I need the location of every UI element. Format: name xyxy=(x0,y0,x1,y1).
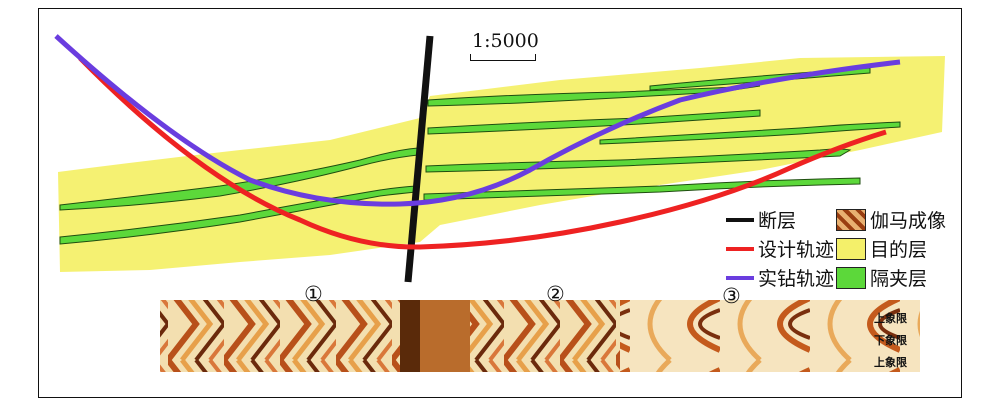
legend-fault: 断层 xyxy=(726,206,796,233)
design-trajectory xyxy=(78,56,887,250)
interlayer-right-3 xyxy=(427,109,761,135)
strip-label-upper-1: 上象限 xyxy=(874,312,907,325)
interlayer-right-4 xyxy=(599,121,901,145)
legend-actual: 实钻轨迹 xyxy=(726,264,834,291)
legend-actual-line-icon xyxy=(726,275,754,280)
legend-design-label: 设计轨迹 xyxy=(758,239,835,261)
scale-bar xyxy=(470,54,536,61)
legend-gamma: 伽马成像 xyxy=(836,206,946,233)
legend-fault-label: 断层 xyxy=(758,210,797,232)
fault-line xyxy=(404,35,434,283)
legend-design-line-icon xyxy=(726,246,754,251)
marker-3: ③ xyxy=(722,284,741,308)
legend-interlayer-label: 隔夹层 xyxy=(870,268,928,290)
gamma-imaging-strip xyxy=(160,300,920,372)
strip-label-upper-2: 上象限 xyxy=(874,356,907,369)
legend-target-swatch-icon xyxy=(836,237,866,260)
legend-fault-line-icon xyxy=(726,217,754,222)
marker-1: ① xyxy=(304,282,323,306)
figure-frame xyxy=(38,8,962,398)
legend-actual-label: 实钻轨迹 xyxy=(758,268,835,290)
legend-interlayer: 隔夹层 xyxy=(836,264,927,291)
legend-target-label: 目的层 xyxy=(870,239,928,261)
legend-design: 设计轨迹 xyxy=(726,235,834,262)
legend-interlayer-swatch-icon xyxy=(836,266,866,289)
actual-trajectory xyxy=(54,34,901,207)
legend-target: 目的层 xyxy=(836,235,927,262)
legend-gamma-swatch-icon xyxy=(836,208,866,231)
strip-label-lower: 下象限 xyxy=(874,334,907,347)
scale-label: 1:5000 xyxy=(472,30,539,52)
legend-gamma-label: 伽马成像 xyxy=(870,210,947,232)
marker-2: ② xyxy=(546,282,565,306)
